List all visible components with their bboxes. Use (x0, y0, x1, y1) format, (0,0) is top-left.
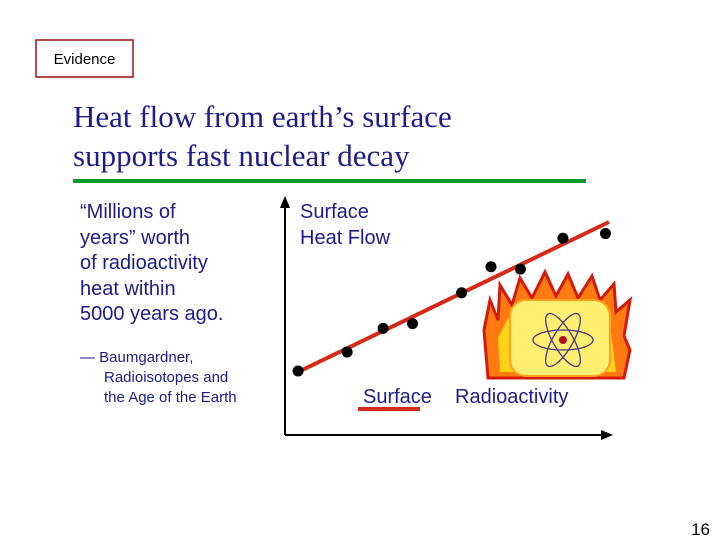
point (514, 263, 526, 275)
x-axis-label: Surface (363, 386, 432, 408)
quote-line: of radioactivity (80, 252, 208, 274)
point (557, 232, 569, 244)
x-axis-label: Radioactivity (455, 386, 568, 408)
point (456, 287, 468, 299)
page-number: 16 (691, 520, 710, 539)
quote-line: 5000 years ago. (80, 303, 223, 325)
point (341, 346, 353, 358)
badge: Evidence (54, 51, 116, 68)
quote-line: heat within (80, 278, 176, 300)
quote-line: “Millions of (80, 201, 176, 223)
point (407, 318, 419, 330)
y-axis-label: Surface (300, 201, 369, 223)
x-arrow (601, 430, 613, 440)
fire-icon (482, 268, 633, 380)
citation-line: the Age of the Earth (104, 389, 237, 406)
point (599, 228, 611, 240)
title-line: Heat flow from earth’s surface (73, 99, 452, 134)
title-line: supports fast nuclear decay (73, 138, 410, 173)
point (292, 365, 304, 377)
citation-line: — Baumgardner, (80, 349, 193, 366)
y-arrow (280, 196, 290, 208)
quote-line: years” worth (80, 227, 190, 249)
y-axis-label: Heat Flow (300, 227, 391, 249)
badge-box (35, 39, 134, 78)
point (377, 322, 389, 334)
points (292, 228, 611, 377)
citation-line: Radioisotopes and (104, 369, 228, 386)
point (485, 261, 497, 273)
